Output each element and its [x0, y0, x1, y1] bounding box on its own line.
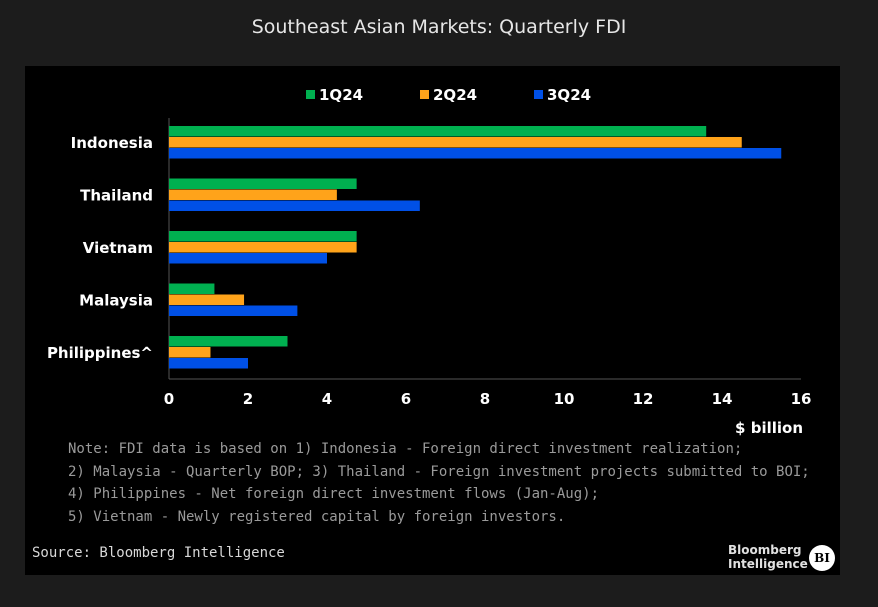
bar-3q24 [169, 358, 248, 369]
x-tick-label: 0 [164, 390, 174, 408]
note-line: 5) Vietnam - Newly registered capital by… [68, 508, 566, 525]
x-axis-label: $ billion [735, 419, 803, 437]
bar-2q24 [169, 294, 245, 305]
chart-title: Southeast Asian Markets: Quarterly FDI [251, 16, 627, 38]
x-tick-label: 4 [322, 390, 332, 408]
bar-3q24 [169, 253, 327, 264]
category-label: Malaysia [79, 292, 153, 310]
bar-1q24 [169, 178, 357, 189]
x-tick-label: 6 [401, 390, 411, 408]
category-label: Vietnam [83, 239, 153, 257]
bi-badge-icon: BI [809, 545, 835, 571]
note-line: 2) Malaysia - Quarterly BOP; 3) Thailand… [68, 463, 810, 480]
bloomberg-logo: Bloomberg Intelligence [728, 543, 808, 571]
note-line: Note: FDI data is based on 1) Indonesia … [68, 441, 743, 457]
x-tick-label: 10 [554, 390, 575, 408]
legend-label: 3Q24 [547, 86, 591, 104]
legend-swatch [306, 90, 315, 99]
x-tick-label: 8 [480, 390, 490, 408]
bar-3q24 [169, 200, 420, 211]
logo-line1: Bloomberg [728, 543, 802, 557]
category-label: Philippines^ [47, 344, 153, 362]
legend-label: 1Q24 [319, 86, 363, 104]
bar-3q24 [169, 148, 782, 159]
bar-2q24 [169, 242, 357, 253]
chart-notes: Note: FDI data is based on 1) Indonesia … [68, 438, 810, 528]
bar-1q24 [169, 126, 707, 137]
bar-3q24 [169, 305, 298, 316]
bar-2q24 [169, 347, 211, 358]
bar-1q24 [169, 283, 215, 294]
x-tick-label: 16 [791, 390, 812, 408]
bar-1q24 [169, 231, 357, 242]
source-text: Source: Bloomberg Intelligence [32, 545, 285, 561]
bar-2q24 [169, 189, 337, 200]
legend-label: 2Q24 [433, 86, 477, 104]
x-tick-label: 12 [633, 390, 654, 408]
note-line: 4) Philippines - Net foreign direct inve… [68, 486, 600, 502]
category-label: Indonesia [71, 134, 153, 152]
logo-line2: Intelligence [728, 557, 808, 571]
legend-swatch [534, 90, 543, 99]
x-tick-label: 2 [243, 390, 253, 408]
bar-2q24 [169, 137, 742, 148]
legend-swatch [420, 90, 429, 99]
category-label: Thailand [80, 187, 153, 205]
x-tick-label: 14 [712, 390, 733, 408]
bar-1q24 [169, 336, 288, 347]
